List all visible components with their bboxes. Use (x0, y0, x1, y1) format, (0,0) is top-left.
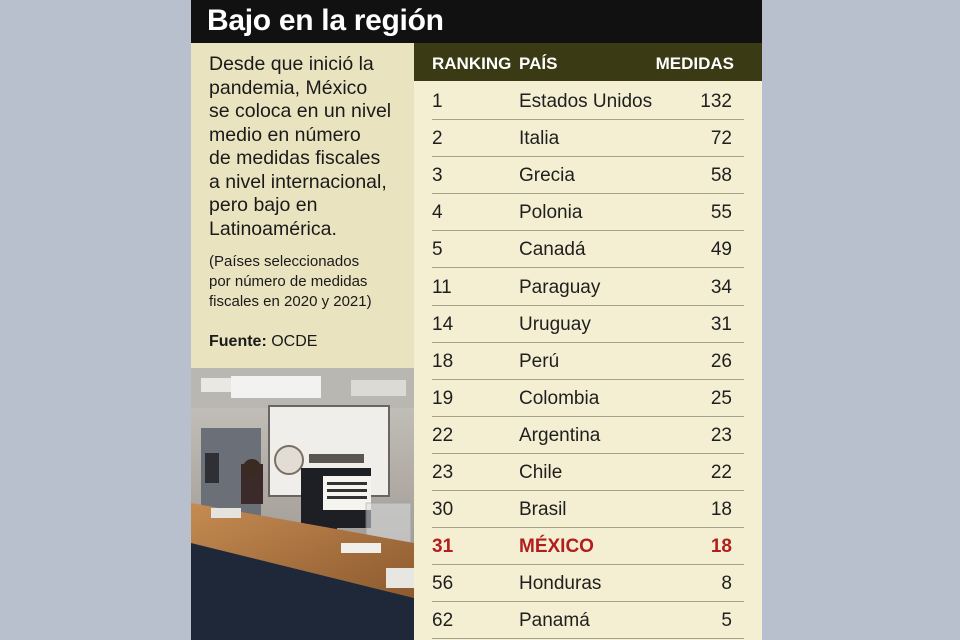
country-cell: Polonia (519, 202, 583, 224)
measures-cell: 55 (710, 202, 732, 224)
measures-cell: 18 (710, 536, 732, 558)
country-cell: Estados Unidos (519, 91, 653, 112)
measures-cell: 22 (710, 462, 732, 483)
table-row: 3 Grecia 58 (414, 157, 762, 195)
table-row: 62 Panamá 5 (414, 602, 762, 640)
intro-note-text: (Países seleccionados por número de medi… (209, 253, 372, 310)
infographic-panel: Bajo en la región Desde que inició la pa… (191, 0, 762, 640)
rank-cell: 23 (432, 462, 454, 483)
rank-cell: 5 (432, 239, 443, 261)
table-header: RANKING PAÍS MEDIDAS (414, 43, 762, 81)
table-row: 4 Polonia 55 (414, 194, 762, 232)
rank-cell: 62 (432, 610, 454, 632)
country-cell: Colombia (519, 387, 600, 409)
table-row: 23 Chile 22 (414, 454, 762, 491)
title-bar: Bajo en la región (191, 0, 762, 43)
source-line: Fuente: OCDE (209, 333, 317, 351)
country-cell: Italia (519, 128, 560, 150)
country-cell: Grecia (519, 165, 575, 187)
ranking-table: RANKING PAÍS MEDIDAS 1 Estados Unidos 132 2… (414, 43, 762, 640)
measures-cell: 58 (710, 165, 732, 187)
source-label: Fuente: (209, 333, 267, 350)
country-cell: MÉXICO (519, 536, 594, 558)
measures-cell: 5 (721, 610, 732, 632)
measures-cell: 18 (710, 499, 732, 521)
country-cell: Canadá (519, 239, 586, 261)
measures-cell: 25 (710, 387, 732, 409)
rank-cell: 3 (432, 165, 443, 187)
country-cell: Paraguay (519, 276, 601, 298)
intro-lead-text: Desde que inició la pandemia, México se … (209, 53, 392, 240)
rank-cell: 11 (432, 276, 452, 298)
rank-cell: 2 (432, 128, 443, 150)
measures-cell: 8 (721, 573, 732, 595)
rank-cell: 30 (432, 499, 454, 521)
table-row: 22 Argentina 23 (414, 417, 762, 454)
table-row: 2 Italia 72 (414, 120, 762, 158)
table-row: 14 Uruguay 31 (414, 306, 762, 343)
country-cell: Chile (519, 462, 563, 483)
rank-cell: 18 (432, 350, 454, 372)
country-cell: Panamá (519, 610, 590, 632)
infographic-title: Bajo en la región (207, 4, 444, 37)
header-ranking: RANKING (432, 54, 512, 73)
rank-cell: 14 (432, 313, 454, 335)
country-cell: Brasil (519, 499, 567, 521)
header-country: PAÍS (519, 54, 558, 73)
measures-cell: 23 (710, 424, 732, 446)
intro-box: Desde que inició la pandemia, México se … (191, 43, 414, 368)
source-value: OCDE (271, 333, 318, 350)
rank-cell: 1 (432, 91, 443, 112)
country-cell: Perú (519, 350, 560, 372)
office-photo (191, 368, 414, 640)
table-row: 11 Paraguay 34 (414, 269, 762, 306)
country-cell: Argentina (519, 424, 601, 446)
measures-cell: 49 (710, 239, 732, 261)
measures-cell: 26 (710, 350, 732, 372)
rank-cell: 22 (432, 424, 454, 446)
table-row-highlight: 31 MÉXICO 18 (414, 528, 762, 566)
table-row: 1 Estados Unidos 132 (414, 83, 762, 120)
measures-cell: 72 (710, 128, 732, 150)
country-cell: Honduras (519, 573, 602, 595)
country-cell: Uruguay (519, 313, 591, 335)
table-row: 5 Canadá 49 (414, 231, 762, 269)
table-row: 19 Colombia 25 (414, 380, 762, 417)
rank-cell: 19 (432, 387, 454, 409)
measures-cell: 31 (710, 313, 732, 335)
rank-cell: 56 (432, 573, 454, 595)
office-photo-illustration (191, 368, 414, 640)
rank-cell: 31 (432, 536, 454, 558)
table-row: 18 Perú 26 (414, 343, 762, 380)
table-row: 56 Honduras 8 (414, 565, 762, 603)
header-measures: MEDIDAS (655, 54, 734, 73)
rank-cell: 4 (432, 202, 443, 224)
measures-cell: 34 (710, 276, 732, 298)
measures-cell: 132 (700, 91, 732, 112)
table-row: 30 Brasil 18 (414, 491, 762, 529)
